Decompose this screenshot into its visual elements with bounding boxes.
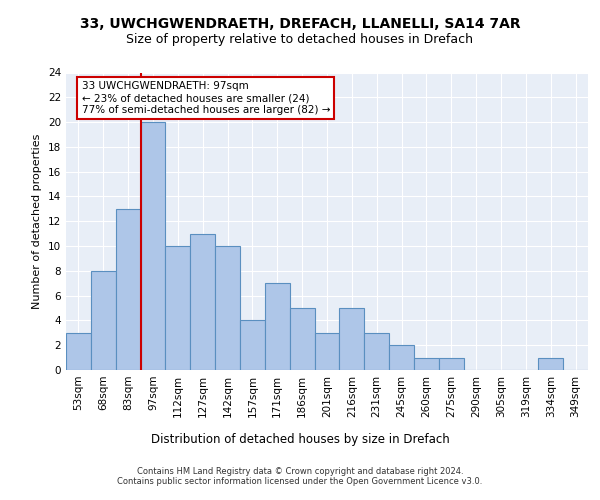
Bar <box>340 308 364 370</box>
Bar <box>240 320 265 370</box>
Bar <box>414 358 439 370</box>
Bar <box>140 122 166 370</box>
Bar <box>66 333 91 370</box>
Bar <box>190 234 215 370</box>
Bar <box>116 209 140 370</box>
Bar <box>91 271 116 370</box>
Bar <box>215 246 240 370</box>
Bar <box>265 283 290 370</box>
Bar <box>538 358 563 370</box>
Bar <box>389 345 414 370</box>
Text: 33 UWCHGWENDRAETH: 97sqm
← 23% of detached houses are smaller (24)
77% of semi-d: 33 UWCHGWENDRAETH: 97sqm ← 23% of detach… <box>82 82 330 114</box>
Bar <box>364 333 389 370</box>
Bar <box>166 246 190 370</box>
Y-axis label: Number of detached properties: Number of detached properties <box>32 134 43 309</box>
Bar <box>314 333 340 370</box>
Bar <box>439 358 464 370</box>
Text: Size of property relative to detached houses in Drefach: Size of property relative to detached ho… <box>127 32 473 46</box>
Text: Contains HM Land Registry data © Crown copyright and database right 2024.: Contains HM Land Registry data © Crown c… <box>137 467 463 476</box>
Text: Contains public sector information licensed under the Open Government Licence v3: Contains public sector information licen… <box>118 477 482 486</box>
Bar <box>290 308 314 370</box>
Text: 33, UWCHGWENDRAETH, DREFACH, LLANELLI, SA14 7AR: 33, UWCHGWENDRAETH, DREFACH, LLANELLI, S… <box>80 18 520 32</box>
Text: Distribution of detached houses by size in Drefach: Distribution of detached houses by size … <box>151 432 449 446</box>
